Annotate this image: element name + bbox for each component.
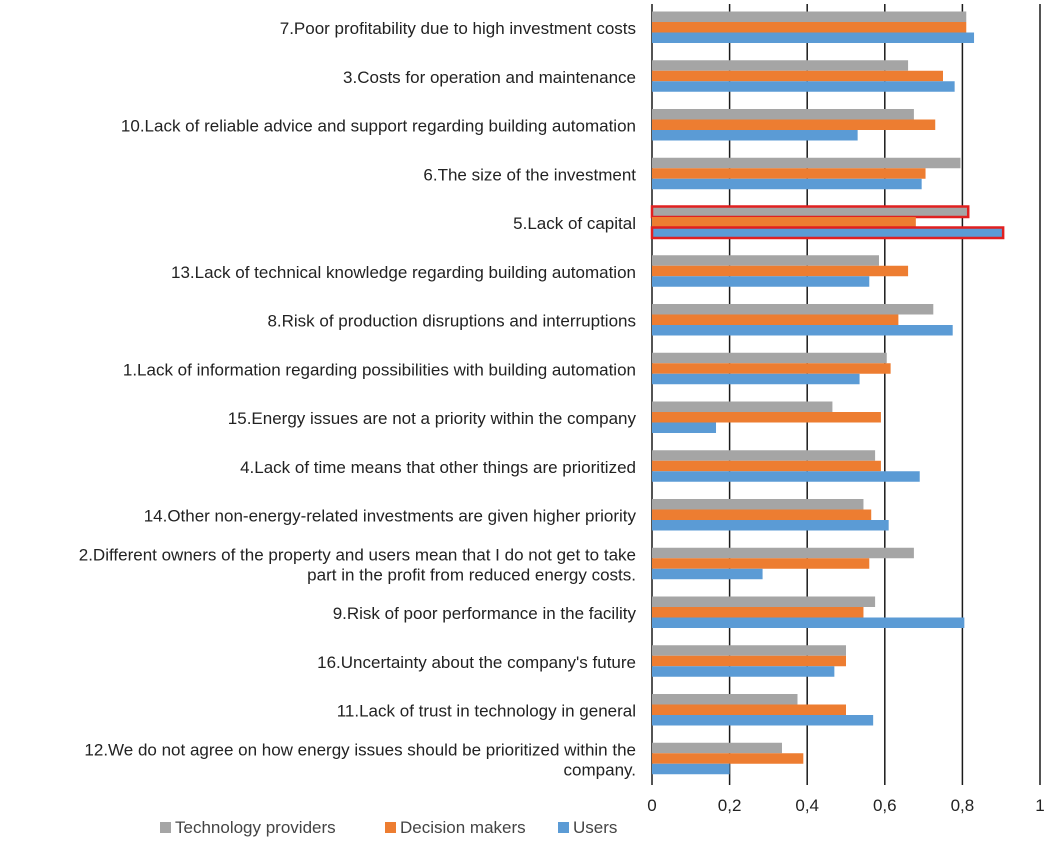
bar-users-1 [652,32,975,43]
bar-decision-makers-3 [652,119,936,130]
legend-label: Technology providers [175,818,336,837]
category-label: 12.We do not agree on how energy issues … [84,740,636,779]
legend-swatch [385,822,396,833]
x-tick-label: 0,8 [951,796,975,815]
bar-decision-makers-2 [652,70,943,82]
bar-decision-makers-16 [652,753,804,764]
category-label: 9.Risk of poor performance in the facili… [333,604,637,623]
category-label: 14.Other non-energy-related investments … [144,507,637,526]
bar-users-11 [652,520,889,531]
bar-technology-providers-10 [652,450,876,461]
x-tick-label: 0,6 [873,796,897,815]
x-tick-label: 0,4 [795,796,819,815]
x-tick-label: 1 [1035,796,1044,815]
category-label: 10.Lack of reliable advice and support r… [121,117,636,136]
bar-users-8 [652,373,860,385]
x-tick-label: 0,2 [718,796,742,815]
x-tick-label: 0 [647,796,656,815]
category-label: 1.Lack of information regarding possibil… [123,360,636,379]
bar-users-9 [652,422,717,433]
bar-decision-makers-5 [652,217,916,228]
bar-decision-makers-15 [652,704,846,715]
legend-swatch [160,822,171,833]
category-label: 5.Lack of capital [513,214,636,233]
category-label: 6.The size of the investment [423,165,636,184]
bar-technology-providers-16 [652,742,782,754]
legend-item-technology-providers: Technology providers [160,818,336,837]
category-label: 16.Uncertainty about the company's futur… [317,653,636,672]
bar-technology-providers-6 [652,255,879,266]
bar-technology-providers-15 [652,694,798,705]
bar-decision-makers-10 [652,460,881,472]
category-label: 8.Risk of production disruptions and int… [267,312,636,331]
bar-users-15 [652,715,874,726]
bar-decision-makers-14 [652,655,846,667]
category-label: 2.Different owners of the property and u… [79,545,636,584]
legend-item-decision-makers: Decision makers [385,818,526,837]
bar-decision-makers-12 [652,558,870,569]
bar-decision-makers-6 [652,265,909,277]
bar-users-6 [652,276,870,287]
bar-decision-makers-7 [652,314,899,325]
bar-users-5 [650,226,1005,240]
category-label: 15.Energy issues are not a priority with… [228,409,637,428]
bar-technology-providers-5 [650,205,970,219]
legend-swatch [558,822,569,833]
bar-technology-providers-2 [652,60,909,71]
bar-users-14 [652,666,835,677]
bar-users-3 [652,130,858,141]
bar-technology-providers-14 [652,645,846,656]
bar-technology-providers-9 [652,401,833,412]
category-label: 4.Lack of time means that other things a… [240,458,636,477]
bar-technology-providers-3 [652,109,914,120]
bar-users-10 [652,471,920,482]
bar-decision-makers-11 [652,509,872,520]
bar-users-4 [652,178,922,190]
bar-users-7 [652,325,953,336]
bar-decision-makers-13 [652,607,864,618]
bar-technology-providers-1 [652,11,967,22]
legend-item-users: Users [558,818,617,837]
category-label: 7.Poor profitability due to high investm… [280,19,636,38]
bar-users-2 [652,81,955,92]
bar-technology-providers-4 [652,157,961,169]
bar-decision-makers-1 [652,22,967,33]
bar-technology-providers-11 [652,499,864,510]
bar-technology-providers-8 [652,352,887,364]
bar-decision-makers-9 [652,412,881,423]
category-label: 11.Lack of trust in technology in genera… [337,702,636,721]
legend-label: Decision makers [400,818,526,837]
bar-decision-makers-4 [652,168,926,179]
bar-technology-providers-7 [652,304,934,315]
legend-label: Users [573,818,617,837]
bar-technology-providers-12 [652,547,914,559]
bar-users-13 [652,617,965,628]
bar-decision-makers-8 [652,363,891,374]
bar-users-16 [652,763,730,775]
category-label: 3.Costs for operation and maintenance [343,68,636,87]
category-label: 13.Lack of technical knowledge regarding… [171,263,636,282]
bar-technology-providers-13 [652,596,876,607]
bar-users-12 [652,568,763,580]
